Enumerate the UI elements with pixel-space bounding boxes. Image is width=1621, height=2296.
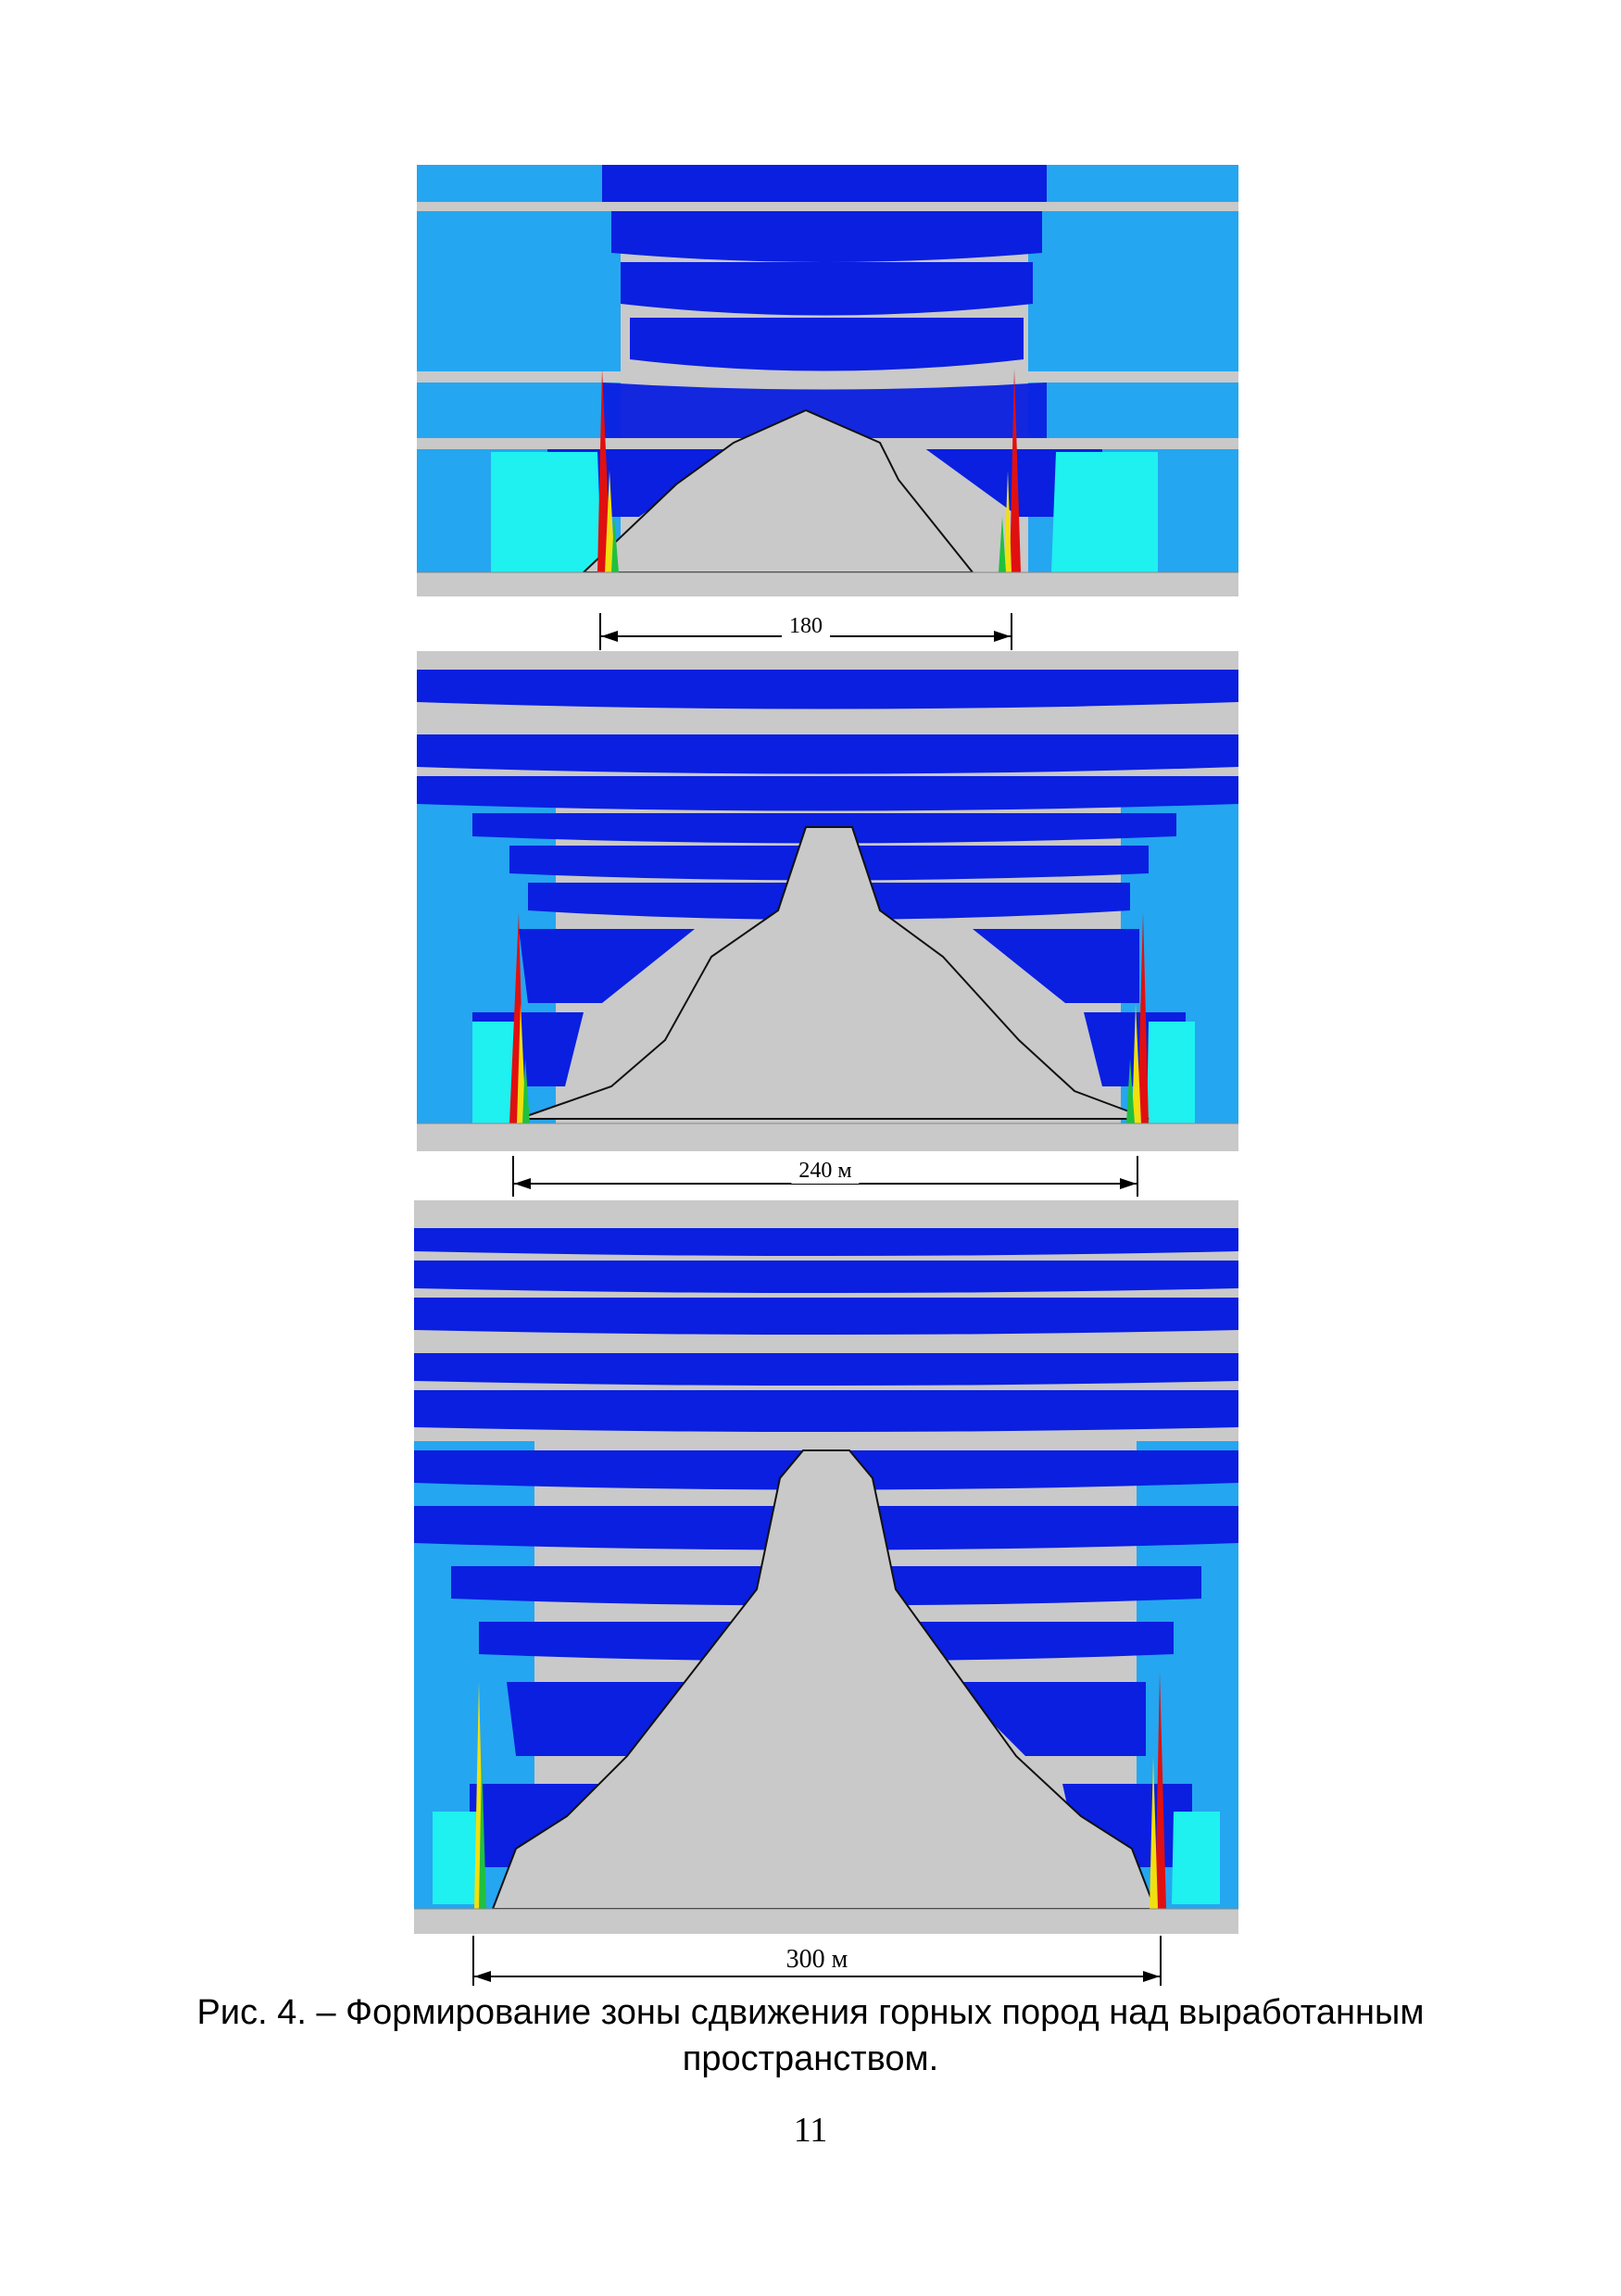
model-panel-2: [417, 651, 1238, 1151]
span-dimension-2: 240 м: [512, 1156, 1138, 1197]
caption-line-1: Рис. 4. – Формирование зоны сдвижения го…: [196, 1993, 1425, 2032]
caption-line-2: пространством.: [682, 2039, 939, 2078]
span-dimension-1: 180: [599, 613, 1012, 650]
page-number: 11: [793, 2111, 828, 2150]
model-panel-1: [417, 165, 1238, 596]
span-dimension-3: 300 м: [472, 1936, 1162, 1986]
displacement-field-1: [417, 165, 1238, 596]
span-label-1: 180: [782, 613, 830, 639]
displacement-field-3: [414, 1200, 1238, 1934]
figure-caption: Рис. 4. – Формирование зоны сдвижения го…: [0, 1989, 1621, 2082]
span-label-2: 240 м: [791, 1158, 860, 1184]
span-label-3: 300 м: [778, 1947, 856, 1973]
model-panel-3: [414, 1200, 1238, 1934]
displacement-field-2: [417, 651, 1238, 1151]
